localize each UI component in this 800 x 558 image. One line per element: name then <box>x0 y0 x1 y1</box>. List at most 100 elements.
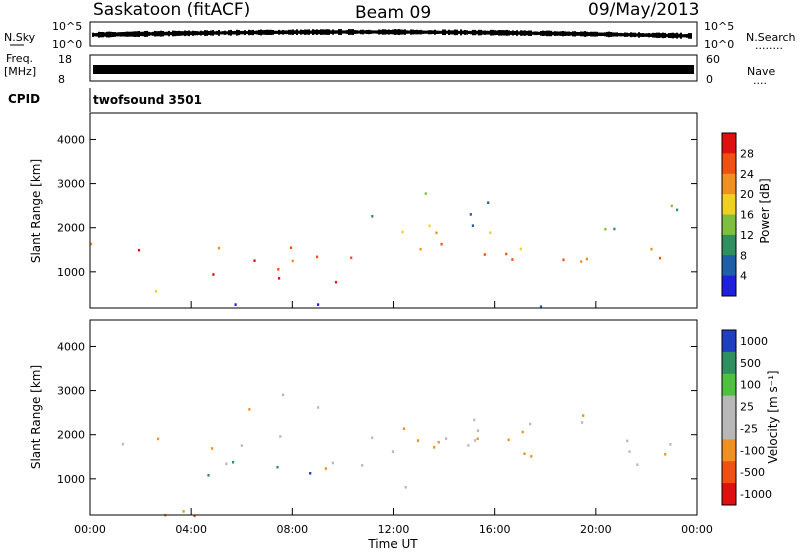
nsky-sample <box>256 30 258 35</box>
nsky-sample <box>210 30 212 36</box>
nsky-sample <box>244 30 246 36</box>
nsky-sample <box>272 30 274 35</box>
nsky-sample <box>530 30 532 36</box>
nsky-sample <box>440 30 442 34</box>
nsky-sample <box>264 30 266 35</box>
nsky-sample <box>342 30 344 34</box>
ytick-label: 2000 <box>57 429 85 442</box>
nsky-sample <box>588 32 590 36</box>
nsky-sample <box>602 32 604 36</box>
nsearch-label: N.Search <box>746 31 796 44</box>
nsky-sample <box>466 30 468 35</box>
nsky-sample <box>654 32 656 38</box>
heatmap-cell <box>137 248 141 252</box>
nsky-sample <box>344 30 346 34</box>
nsky-sample <box>676 32 678 39</box>
nsky-sample <box>670 32 672 39</box>
nsky-sample <box>432 30 434 34</box>
nsky-sample <box>538 31 540 35</box>
nsky-sample <box>158 31 160 37</box>
colorbar-tick-label: 20 <box>740 188 754 201</box>
colorbar-segment <box>722 417 736 440</box>
heatmap-cell <box>658 256 662 260</box>
nsky-sample <box>92 32 94 37</box>
nsky-sample <box>478 29 480 36</box>
heatmap-cell <box>664 453 667 456</box>
heatmap-cell <box>331 461 334 465</box>
nsky-sample <box>558 31 560 36</box>
nsky-sample <box>204 30 206 36</box>
nsky-sample <box>354 30 356 34</box>
velocity-heatmap <box>121 393 672 518</box>
nsky-sample <box>382 29 384 35</box>
nsky-sample <box>596 31 598 37</box>
nsky-sample <box>194 31 196 36</box>
nsky-sample <box>448 29 450 35</box>
heatmap-cell <box>521 430 524 434</box>
nsky-sample <box>462 30 464 35</box>
nsky-sample <box>306 29 308 35</box>
nsky-sample <box>660 33 662 38</box>
nsky-sample <box>326 29 328 35</box>
velocity-frame <box>89 319 698 516</box>
nsky-sample <box>122 32 124 37</box>
velocity-colorbar: 1000 500 100 25 -25 -100 -500 -1000 <box>721 329 772 506</box>
power-colorbar-label: Power [dB] <box>758 178 772 243</box>
nsky-sample <box>190 31 192 36</box>
nsky-sample <box>350 29 352 35</box>
nsky-sample <box>456 29 458 36</box>
xtick-label: 16:00 <box>479 523 511 536</box>
nsky-sample <box>412 29 414 35</box>
nsky-sample <box>496 30 498 35</box>
nsky-sample <box>300 29 302 35</box>
colorbar-tick-label: 500 <box>740 357 761 370</box>
colorbar-tick-label: -500 <box>740 466 765 479</box>
nsky-sample <box>622 33 624 37</box>
colorbar-frame <box>721 132 737 297</box>
colorbar-tick-label: 16 <box>740 209 754 222</box>
nsky-sample <box>308 29 310 35</box>
power-heatmap <box>90 192 679 308</box>
nsky-sample <box>360 29 362 35</box>
nsky-sample <box>480 29 482 36</box>
nsky-sample <box>442 29 444 35</box>
nsky-sample <box>314 29 316 35</box>
nsky-sample <box>438 30 440 34</box>
nsky-sample <box>632 32 634 37</box>
nsky-sample <box>492 29 494 36</box>
nsky-sample <box>386 29 388 35</box>
nsky-sample <box>174 30 176 37</box>
heatmap-cell <box>483 253 486 256</box>
nsky-sample <box>634 32 636 38</box>
ytick-label: 4000 <box>57 340 85 353</box>
heatmap-cell <box>277 268 280 271</box>
nsky-sample <box>188 30 190 37</box>
nsky-sample <box>594 31 596 37</box>
nsky-sample <box>154 30 156 37</box>
heatmap-cell <box>234 303 237 306</box>
heatmap-cell <box>604 227 607 231</box>
nsky-sample <box>138 31 140 37</box>
xtick-label: 20:00 <box>580 523 612 536</box>
heatmap-cell <box>350 256 353 260</box>
nsky-sample <box>280 30 282 35</box>
heatmap-cell <box>435 231 438 235</box>
nsky-sample <box>616 32 618 37</box>
nsky-sample <box>472 29 474 36</box>
nsky-sample <box>328 29 330 35</box>
heatmap-cell <box>276 465 279 469</box>
nsky-sample <box>614 32 616 37</box>
nsky-sample <box>164 31 166 36</box>
nsky-sample <box>258 29 260 35</box>
heatmap-cell <box>428 224 431 228</box>
ytick-label: 1000 <box>57 266 85 279</box>
nsky-sample <box>658 32 660 38</box>
nsky-sample <box>162 31 164 37</box>
heatmap-cell <box>469 213 472 216</box>
colorbar-tick-label: 100 <box>740 379 761 392</box>
nsky-sample <box>626 32 628 37</box>
heatmap-cell <box>90 242 93 246</box>
nsky-sample <box>338 29 340 35</box>
nsky-sample <box>402 29 404 35</box>
heatmap-cell <box>121 442 124 446</box>
